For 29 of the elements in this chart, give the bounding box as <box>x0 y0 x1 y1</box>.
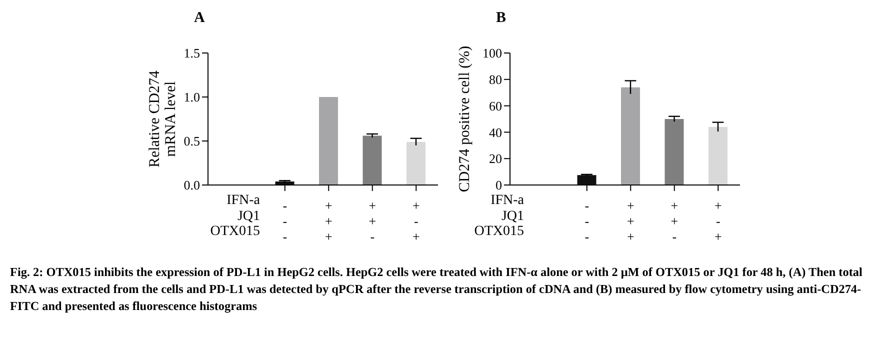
text: JQ1 <box>237 208 260 224</box>
y-tick-label: 1.5 <box>184 46 200 61</box>
text: JQ1 <box>501 208 524 224</box>
x-tick-label: + + + <box>324 198 332 244</box>
y-tick-label: 1.0 <box>184 90 200 105</box>
text: IFN-a <box>226 193 260 209</box>
y-tick-label: 100 <box>482 46 502 61</box>
chart-title: B <box>496 10 506 27</box>
y-axis-title: CD274 positive cell (%) <box>457 46 473 192</box>
y-tick-label: 40 <box>489 124 502 140</box>
x-tick-label: - - - <box>282 198 288 244</box>
y-tick-label: 0.0 <box>184 178 200 193</box>
caption: Fig. 2: OTX015 inhibits the expression of PD-L1 in HepG2 cells. HepG2 cells were treated with IFN-α alone or with 2 μM of OTX015 or JQ1 for 48 h, (A) Then total RNA was extracted from the cells and PD-L1 was detected by qPCR after the reverse transcription of cDNA and (B) measured by flow cytometry using anti-CD274-FITC and presented as fluorescence histograms <box>10 264 864 315</box>
x-tick-label: + - + <box>714 198 722 244</box>
y-tick-label: 80 <box>489 72 502 88</box>
x-tick-label: - - - <box>584 198 590 244</box>
chart-title: A <box>194 10 205 27</box>
x-tick-label: + + + <box>626 198 634 244</box>
text: OTX015 <box>210 224 260 240</box>
text: IFN-a <box>490 193 524 209</box>
y-axis-title: Relative CD274 mRNA level <box>147 70 179 168</box>
y-tick-label: 20 <box>489 151 502 166</box>
x-tick-label: + + - <box>670 198 678 244</box>
text: OTX015 <box>474 224 524 240</box>
x-tick-label: + + - <box>368 198 376 244</box>
y-tick-label: 0 <box>496 178 502 193</box>
y-tick-label: 0.5 <box>184 134 200 149</box>
x-tick-label: + - + <box>412 198 420 244</box>
y-tick-label: 60 <box>489 98 502 114</box>
